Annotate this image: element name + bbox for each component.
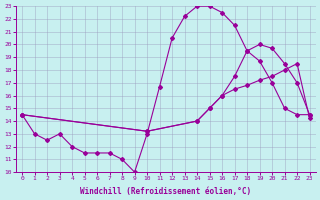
X-axis label: Windchill (Refroidissement éolien,°C): Windchill (Refroidissement éolien,°C): [80, 187, 252, 196]
